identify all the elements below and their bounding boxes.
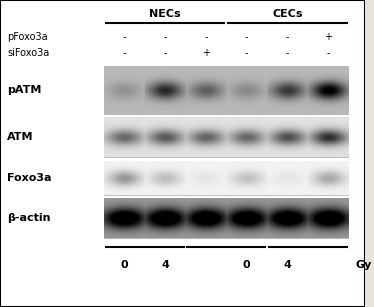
Text: -: - bbox=[327, 48, 330, 58]
Text: +: + bbox=[324, 33, 332, 42]
Text: -: - bbox=[163, 48, 167, 58]
Text: -: - bbox=[286, 48, 289, 58]
Text: 4: 4 bbox=[161, 260, 169, 270]
Text: β-actin: β-actin bbox=[7, 213, 51, 223]
Text: Foxo3a: Foxo3a bbox=[7, 173, 52, 183]
Text: -: - bbox=[123, 48, 126, 58]
Text: pATM: pATM bbox=[7, 85, 42, 95]
Text: 0: 0 bbox=[120, 260, 128, 270]
Text: NECs: NECs bbox=[149, 9, 181, 19]
Bar bbox=[104, 161, 349, 195]
Text: -: - bbox=[204, 33, 208, 42]
Text: -: - bbox=[286, 33, 289, 42]
Text: siFoxo3a: siFoxo3a bbox=[7, 48, 49, 58]
Text: 0: 0 bbox=[243, 260, 251, 270]
Text: Gy: Gy bbox=[356, 260, 372, 270]
Text: CECs: CECs bbox=[272, 9, 303, 19]
Text: -: - bbox=[245, 48, 248, 58]
Bar bbox=[104, 66, 349, 114]
Text: 4: 4 bbox=[283, 260, 291, 270]
Text: -: - bbox=[163, 33, 167, 42]
FancyBboxPatch shape bbox=[0, 0, 365, 307]
Bar bbox=[104, 117, 349, 157]
Text: -: - bbox=[123, 33, 126, 42]
Text: +: + bbox=[202, 48, 210, 58]
Text: pFoxo3a: pFoxo3a bbox=[7, 33, 48, 42]
Bar bbox=[104, 198, 349, 238]
Text: ATM: ATM bbox=[7, 132, 34, 142]
Text: -: - bbox=[245, 33, 248, 42]
